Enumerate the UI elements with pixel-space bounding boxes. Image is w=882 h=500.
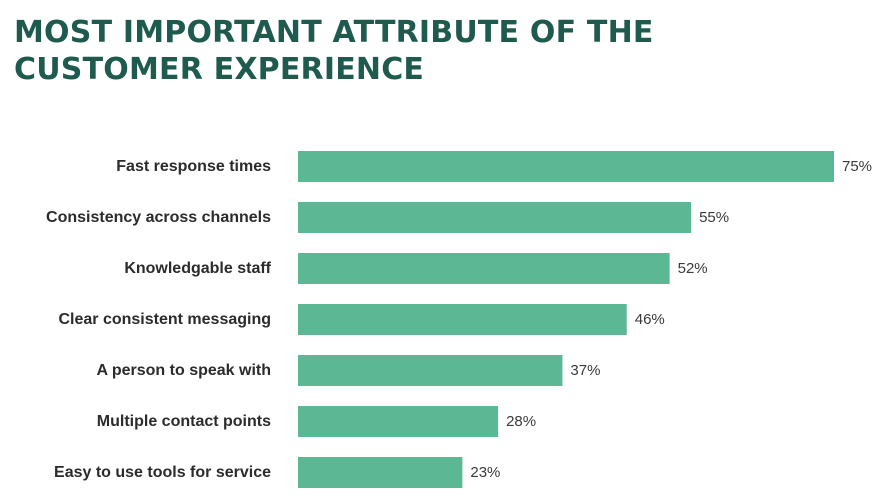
category-label: Fast response times: [116, 158, 271, 175]
value-label: 52%: [678, 260, 708, 277]
value-label: 28%: [506, 413, 536, 430]
bar: [298, 253, 670, 284]
category-label: Easy to use tools for service: [54, 464, 271, 481]
value-label: 75%: [842, 158, 872, 175]
value-label: 55%: [699, 209, 729, 226]
bar-group: Fast response times 75%: [116, 151, 872, 182]
bar-group: Easy to use tools for service 23%: [54, 457, 500, 488]
value-label: 46%: [635, 311, 665, 328]
bar: [298, 457, 463, 488]
category-label: Consistency across channels: [46, 209, 271, 226]
category-label: Clear consistent messaging: [58, 311, 271, 328]
bar-group: Multiple contact points 28%: [97, 406, 536, 437]
bar-group: A person to speak with 37%: [96, 355, 600, 386]
chart-title-line-2: CUSTOMER EXPERIENCE: [14, 52, 425, 87]
chart-title-line-1: MOST IMPORTANT ATTRIBUTE OF THE: [14, 15, 654, 50]
category-label: A person to speak with: [96, 362, 271, 379]
chart-title: MOST IMPORTANT ATTRIBUTE OF THE CUSTOMER…: [14, 14, 774, 88]
bar: [298, 202, 692, 233]
bar-group: Clear consistent messaging 46%: [58, 304, 665, 335]
bar-group: Knowledgable staff 52%: [124, 253, 708, 284]
bar: [298, 406, 499, 437]
value-label: 37%: [570, 362, 600, 379]
bar-group: Consistency across channels 55%: [46, 202, 729, 233]
bar: [298, 304, 627, 335]
bar: [298, 151, 834, 182]
value-label: 23%: [470, 464, 500, 481]
bar: [298, 355, 563, 386]
category-label: Knowledgable staff: [124, 260, 271, 277]
category-label: Multiple contact points: [97, 413, 271, 430]
